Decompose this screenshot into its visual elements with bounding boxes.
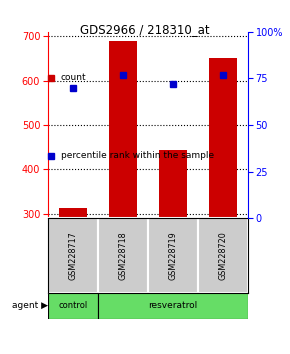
Text: agent ▶: agent ▶	[12, 302, 48, 310]
Bar	[109, 41, 137, 218]
Text: GSM228720: GSM228720	[218, 231, 227, 280]
Bar	[98, 292, 248, 319]
Bar	[98, 218, 148, 292]
Bar	[209, 58, 237, 218]
Bar	[48, 218, 98, 292]
Text: GSM228719: GSM228719	[168, 231, 177, 280]
Text: percentile rank within the sample: percentile rank within the sample	[61, 151, 214, 160]
Text: resveratrol: resveratrol	[148, 302, 197, 310]
Text: count: count	[61, 73, 86, 82]
Bar	[59, 208, 87, 218]
Text: GSM228717: GSM228717	[68, 231, 77, 280]
Text: GSM228718: GSM228718	[118, 231, 127, 280]
Text: GDS2966 / 218310_at: GDS2966 / 218310_at	[80, 23, 210, 36]
Bar	[159, 150, 187, 218]
Text: control: control	[58, 302, 88, 310]
Bar	[48, 292, 98, 319]
Bar	[198, 218, 248, 292]
Bar	[148, 218, 198, 292]
